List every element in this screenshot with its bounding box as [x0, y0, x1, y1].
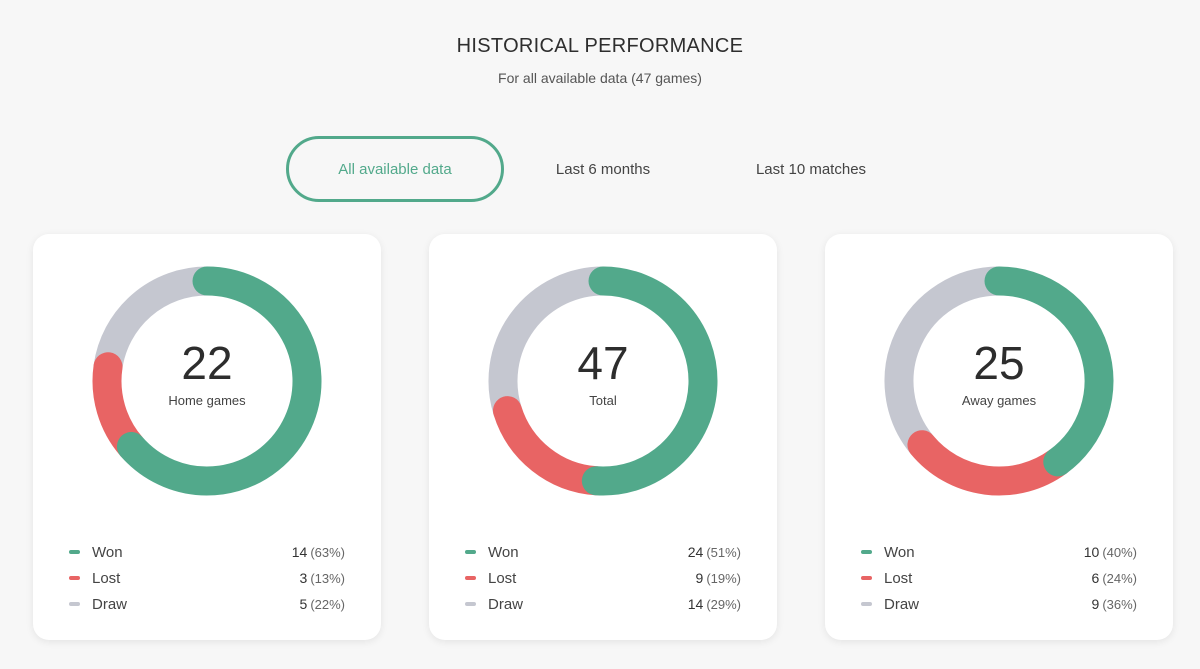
draw-swatch [465, 602, 476, 606]
chart-title: Home games [168, 393, 246, 408]
legend-percent: (29%) [706, 596, 741, 612]
legend-row-won: Won 24 (51%) [465, 539, 741, 565]
legend-count: 3 [299, 570, 308, 586]
legend-row-draw: Draw 5 (22%) [69, 591, 345, 617]
legend-label: Lost [488, 569, 517, 587]
period-tabs: All available data Last 6 months Last 10… [286, 136, 920, 202]
page-title: HISTORICAL PERFORMANCE [456, 35, 744, 57]
draw-arc [93, 266, 222, 382]
legend-percent: (51%) [706, 544, 741, 560]
legend-percent: (36%) [1102, 596, 1137, 612]
donut-chart [884, 266, 1114, 496]
legend-label: Won [92, 543, 123, 561]
legend-label: Draw [884, 595, 920, 613]
won-swatch [69, 550, 80, 554]
legend-row-lost: Lost 9 (19%) [465, 565, 741, 591]
lost-arc [907, 430, 1073, 496]
won-arc [984, 266, 1114, 477]
won-arc [581, 266, 718, 496]
legend-row-draw: Draw 9 (36%) [861, 591, 1137, 617]
total-count: 47 [577, 337, 629, 389]
donut-chart [488, 266, 718, 496]
legend-label: Draw [488, 595, 524, 613]
chart-title: Total [589, 393, 617, 408]
page-subtitle: For all available data (47 games) [498, 70, 702, 86]
legend-row-draw: Draw 14 (29%) [465, 591, 741, 617]
total-games-card: 47 Total Won 24 (51%) Lost 9 (19%) Draw … [429, 234, 777, 640]
legend-percent: (24%) [1102, 570, 1137, 586]
legend-count: 9 [1091, 596, 1100, 612]
legend-count: 10 [1083, 544, 1100, 560]
tab-last-6-months[interactable]: Last 6 months [555, 160, 651, 178]
legend-count: 6 [1091, 570, 1100, 586]
won-swatch [861, 550, 872, 554]
legend-row-won: Won 10 (40%) [861, 539, 1137, 565]
legend-row-lost: Lost 6 (24%) [861, 565, 1137, 591]
draw-swatch [69, 602, 80, 606]
tab-all-available-data[interactable]: All available data [286, 136, 504, 202]
total-count: 25 [973, 337, 1025, 389]
chart-title: Away games [961, 393, 1037, 408]
total-count: 22 [181, 337, 233, 389]
legend: Won 24 (51%) Lost 9 (19%) Draw 14 (29%) [465, 539, 741, 617]
home-games-card: 22 Home games Won 14 (63%) Lost 3 (13%) … [33, 234, 381, 640]
legend-percent: (13%) [310, 570, 345, 586]
lost-arc [492, 396, 611, 496]
won-swatch [465, 550, 476, 554]
draw-arc [884, 266, 1014, 460]
legend-label: Lost [884, 569, 913, 587]
tab-last-10-matches[interactable]: Last 10 matches [755, 160, 867, 178]
legend-count: 24 [687, 544, 704, 560]
legend-percent: (19%) [706, 570, 741, 586]
legend-percent: (22%) [310, 596, 345, 612]
draw-arc [488, 266, 618, 426]
legend-label: Won [884, 543, 915, 561]
legend-label: Draw [92, 595, 128, 613]
legend-count: 14 [687, 596, 704, 612]
legend-percent: (63%) [310, 544, 345, 560]
lost-swatch [465, 576, 476, 580]
donut-chart [92, 266, 322, 496]
legend: Won 10 (40%) Lost 6 (24%) Draw 9 (36%) [861, 539, 1137, 617]
lost-swatch [69, 576, 80, 580]
legend-row-lost: Lost 3 (13%) [69, 565, 345, 591]
legend-count: 14 [291, 544, 308, 560]
away-games-card: 25 Away games Won 10 (40%) Lost 6 (24%) … [825, 234, 1173, 640]
draw-swatch [861, 602, 872, 606]
legend-label: Lost [92, 569, 121, 587]
lost-swatch [861, 576, 872, 580]
legend-percent: (40%) [1102, 544, 1137, 560]
won-arc [116, 266, 322, 496]
legend-label: Won [488, 543, 519, 561]
legend-count: 9 [695, 570, 704, 586]
legend: Won 14 (63%) Lost 3 (13%) Draw 5 (22%) [69, 539, 345, 617]
legend-count: 5 [299, 596, 308, 612]
legend-row-won: Won 14 (63%) [69, 539, 345, 565]
